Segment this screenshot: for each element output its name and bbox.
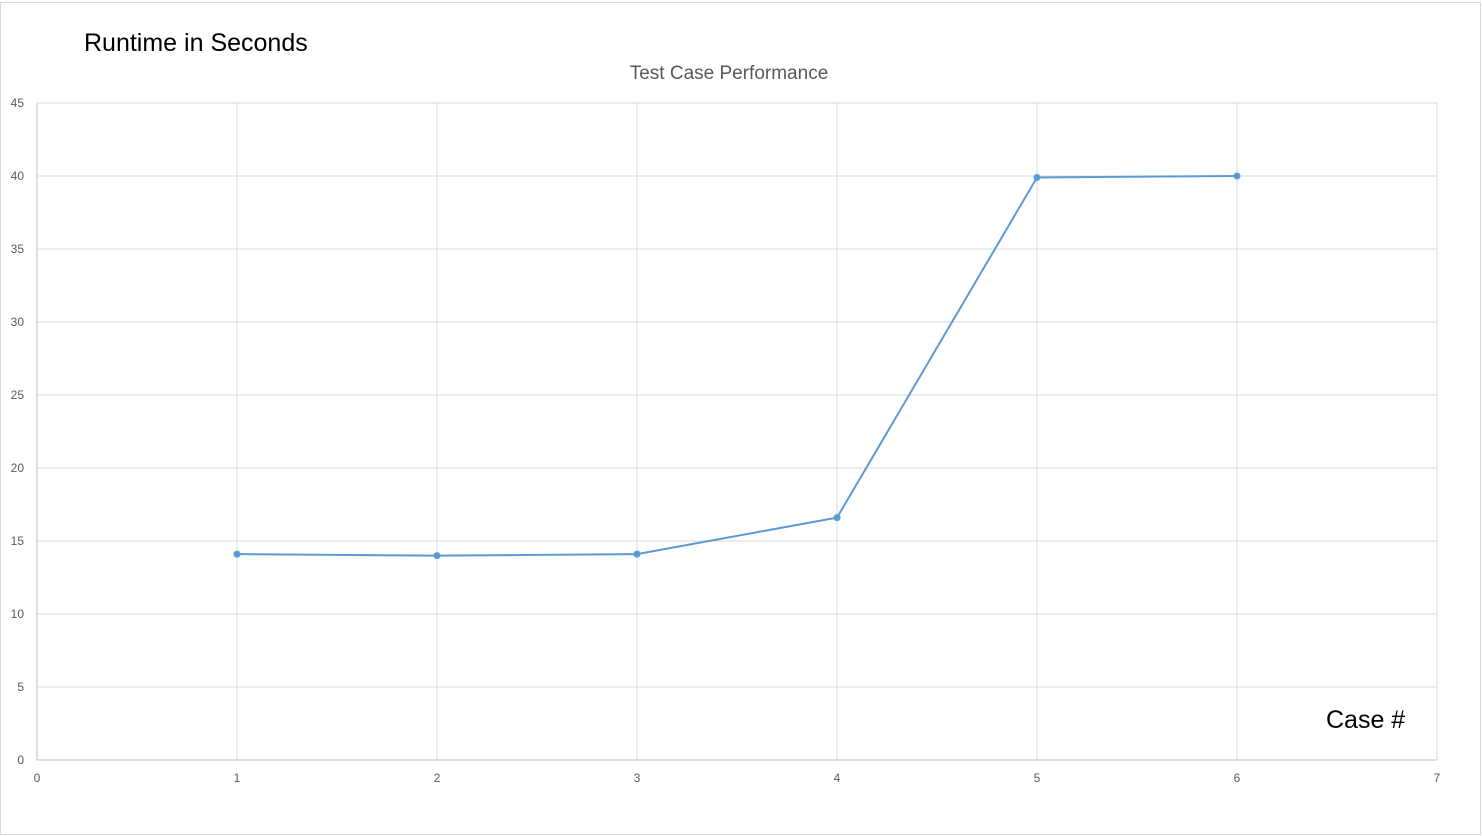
x-tick-label: 5: [1034, 771, 1041, 785]
data-point: [833, 514, 841, 522]
data-point: [433, 552, 441, 560]
y-tick-label: 5: [17, 680, 24, 694]
y-tick-label: 15: [11, 534, 25, 548]
data-point: [233, 550, 241, 558]
x-tick-label: 6: [1234, 771, 1241, 785]
x-tick-label: 2: [434, 771, 441, 785]
x-tick-label: 1: [234, 771, 241, 785]
y-tick-label: 35: [11, 242, 25, 256]
x-axis-label: Case #: [1326, 706, 1406, 734]
data-point: [1233, 172, 1241, 180]
x-tick-label: 3: [634, 771, 641, 785]
y-tick-label: 10: [11, 607, 25, 621]
data-series: [233, 172, 1241, 560]
y-tick-label: 0: [17, 753, 24, 767]
x-tick-label: 0: [34, 771, 41, 785]
y-tick-label: 30: [11, 315, 25, 329]
gridlines: [37, 102, 1438, 760]
y-tick-label: 25: [11, 388, 25, 402]
y-axis-label: Runtime in Seconds: [84, 29, 308, 57]
y-tick-label: 40: [11, 169, 25, 183]
data-point: [633, 550, 641, 558]
series-line: [236, 175, 1238, 557]
y-tick-label: 20: [11, 461, 25, 475]
chart-title: Test Case Performance: [630, 63, 829, 84]
axes: [36, 103, 1437, 761]
x-tick-label: 4: [834, 771, 841, 785]
data-point: [1033, 173, 1041, 181]
x-tick-label: 7: [1434, 771, 1441, 785]
y-tick-label: 45: [11, 96, 25, 110]
